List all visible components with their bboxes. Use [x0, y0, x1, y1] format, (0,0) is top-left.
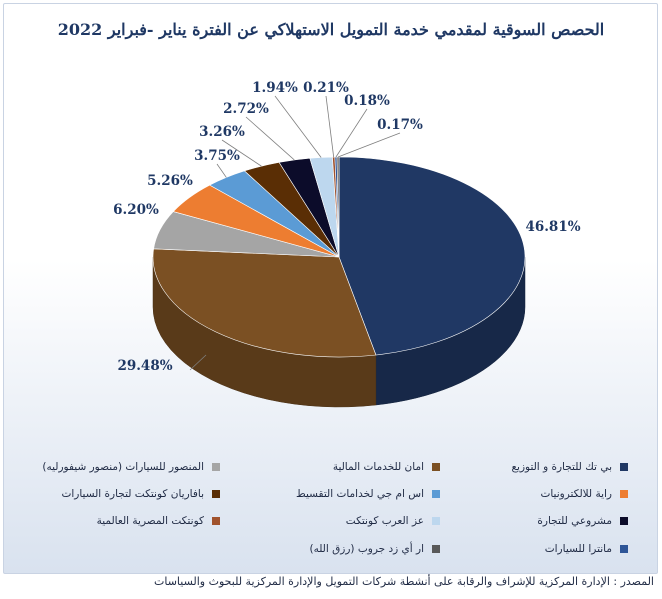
- legend-item-8: كونتكت المصرية العالمية: [97, 512, 220, 530]
- chart-title: الحصص السوقية لمقدمي خدمة التمويل الاسته…: [57, 20, 605, 39]
- legend-swatch: [212, 490, 220, 498]
- pie-top: [152, 156, 526, 358]
- legend-item-9: مانترا للسيارات: [545, 540, 628, 558]
- legend-item-0: بي تك للتجارة و التوزيع: [511, 458, 628, 476]
- legend-label: اس ام جي لخدامات التقسيط: [296, 488, 424, 500]
- legend-swatch: [212, 463, 220, 471]
- leader-line-9: [335, 108, 368, 158]
- legend-item-7: عز العرب كونتكت: [346, 512, 440, 530]
- data-label-7: 1.94%: [252, 80, 298, 96]
- legend: بي تك للتجارة و التوزيع امان للخدمات الما…: [0, 448, 662, 568]
- legend-item-5: بافاريان كونتكت لتجارة السيارات: [61, 485, 220, 503]
- legend-label: امان للخدمات المالية: [332, 461, 424, 473]
- legend-swatch: [432, 517, 440, 525]
- data-label-8: 0.21%: [303, 80, 349, 96]
- legend-label: بي تك للتجارة و التوزيع: [511, 461, 612, 473]
- leader-line-7: [274, 95, 322, 158]
- data-label-6: 2.72%: [223, 101, 269, 117]
- legend-swatch: [620, 517, 628, 525]
- legend-swatch: [432, 545, 440, 553]
- legend-item-1: امان للخدمات المالية: [333, 458, 440, 476]
- leader-line-5: [221, 139, 262, 167]
- data-label-9: 0.18%: [344, 93, 390, 109]
- legend-label: مانترا للسيارات: [544, 543, 612, 555]
- legend-item-6: مشروعي للتجارة: [537, 512, 628, 530]
- data-label-4: 3.75%: [194, 148, 240, 164]
- legend-label: المنصور للسيارات (منصور شيفورليه): [42, 461, 204, 473]
- legend-item-3: راية للالكترونيات: [540, 485, 628, 503]
- data-label-5: 3.26%: [199, 124, 245, 140]
- legend-swatch: [620, 545, 628, 553]
- legend-label: راية للالكترونيات: [540, 488, 612, 500]
- legend-label: ار أي زد جروب (رزق الله): [309, 543, 424, 555]
- legend-swatch: [432, 490, 440, 498]
- data-label-10: 0.17%: [377, 117, 423, 133]
- legend-swatch: [620, 463, 628, 471]
- legend-swatch: [432, 463, 440, 471]
- pie-slice-1: [152, 248, 377, 358]
- leader-line-1: [189, 354, 207, 371]
- leader-line-8: [325, 95, 335, 158]
- leader-line-10: [337, 132, 401, 158]
- legend-item-2: المنصور للسيارات (منصور شيفورليه): [42, 458, 220, 476]
- pie-slice-0: [338, 156, 526, 356]
- data-label-2: 6.20%: [113, 202, 159, 218]
- legend-swatch: [212, 517, 220, 525]
- data-label-0: 46.81%: [525, 219, 580, 235]
- legend-item-10: ار أي زد جروب (رزق الله): [309, 540, 440, 558]
- source-note: المصدر : الإدارة المركزية للإشراف والرقا…: [153, 575, 654, 588]
- pie-chart: 46.81% 29.48% 6.20% 5.26%3.75% 3.26% 2.72% 1.9…: [113, 80, 581, 408]
- legend-item-4: اس ام جي لخدامات التقسيط: [296, 485, 440, 503]
- legend-swatch: [620, 490, 628, 498]
- legend-label: مشروعي للتجارة: [537, 515, 612, 527]
- data-label-1: 29.48%: [117, 358, 172, 374]
- data-label-3: 5.26%: [147, 173, 193, 189]
- legend-label: كونتكت المصرية العالمية: [96, 515, 204, 527]
- leader-line-4: [216, 163, 227, 178]
- legend-label: بافاريان كونتكت لتجارة السيارات: [61, 488, 204, 500]
- data-labels: 46.81% 29.48% 6.20% 5.26%3.75% 3.26% 2.72% 1.9…: [113, 80, 581, 374]
- legend-label: عز العرب كونتكت: [345, 515, 424, 527]
- leader-line-6: [245, 116, 295, 161]
